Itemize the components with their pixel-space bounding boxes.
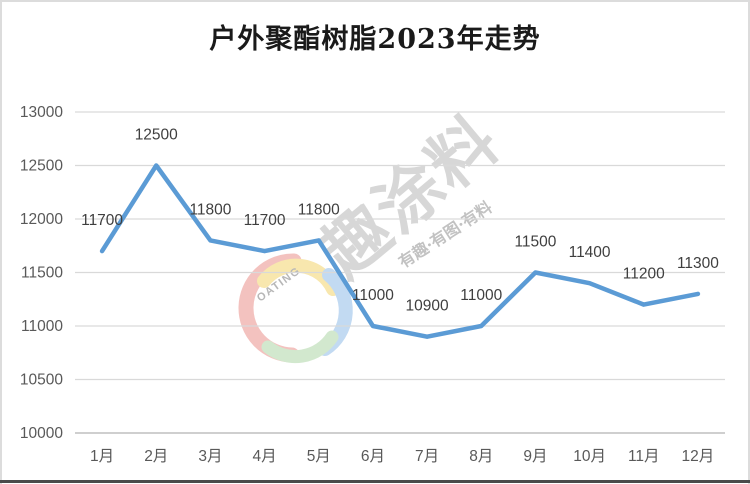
data-label: 11700 [244, 212, 286, 229]
x-tick-label: 10月 [573, 448, 606, 465]
price-line [99, 163, 701, 339]
data-label: 12500 [135, 127, 178, 144]
x-tick-label: 6月 [361, 448, 385, 465]
data-label: 11500 [514, 234, 556, 251]
x-tick-label: 4月 [253, 448, 277, 465]
x-tick-label: 5月 [307, 448, 331, 465]
y-tick-label: 13000 [20, 104, 63, 121]
data-label: 11300 [677, 255, 719, 272]
x-tick-label: 12月 [682, 448, 715, 465]
data-label: 11800 [189, 201, 231, 218]
data-label: 11200 [623, 266, 665, 283]
x-tick-label: 7月 [415, 448, 439, 465]
bottom-divider [0, 480, 750, 483]
x-tick-label: 3月 [198, 448, 222, 465]
x-tick-label: 2月 [144, 448, 168, 465]
y-tick-label: 12000 [20, 211, 63, 228]
x-tick-label: 1月 [90, 448, 114, 465]
y-tick-label: 11500 [21, 265, 63, 282]
data-label: 10900 [406, 298, 449, 315]
y-tick-label: 10000 [20, 425, 63, 442]
data-label: 11000 [352, 287, 394, 304]
chart-title: 户外聚酯树脂2023年走势 [209, 24, 541, 55]
data-label: 11000 [460, 287, 502, 304]
data-label: 11400 [569, 244, 611, 261]
x-tick-label: 8月 [469, 448, 493, 465]
data-label: 11800 [298, 201, 340, 218]
x-tick-label: 11月 [628, 448, 660, 465]
x-tick-label: 9月 [523, 448, 547, 465]
y-tick-label: 12500 [20, 158, 63, 175]
y-tick-label: 11000 [21, 318, 63, 335]
y-tick-label: 10500 [20, 372, 63, 389]
data-label: 11700 [81, 212, 123, 229]
